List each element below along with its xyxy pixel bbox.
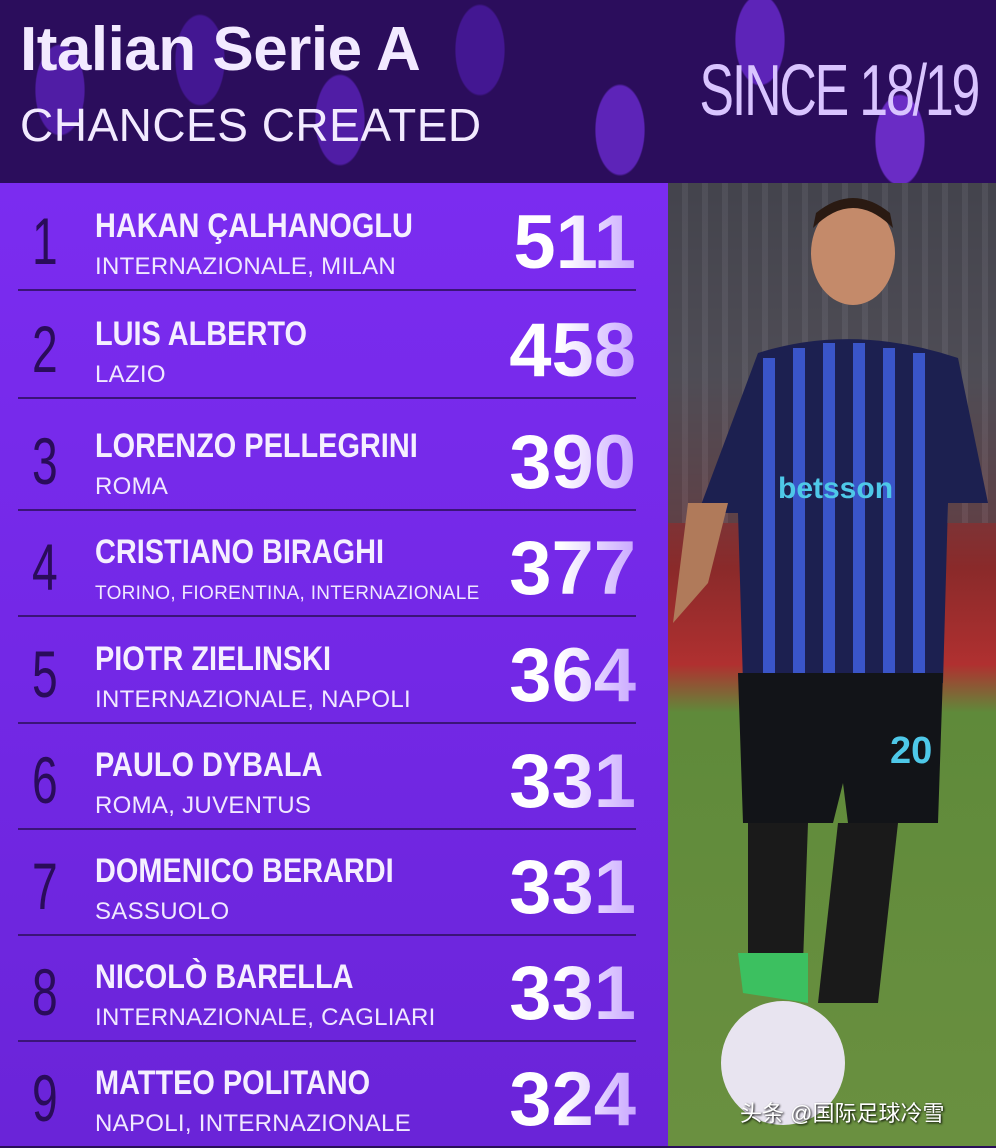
rank-number: 9 [32,1061,58,1135]
player-clubs: LAZIO [95,361,166,388]
chances-value: 458 [509,308,636,393]
rank-number: 8 [32,955,58,1029]
player-name: MATTEO POLITANO [95,1064,371,1102]
player-clubs: SASSUOLO [95,898,230,925]
rank-number: 3 [32,424,58,498]
table-row: 5 PIOTR ZIELINSKI INTERNAZIONALE, NAPOLI… [18,618,636,724]
chances-value: 364 [509,633,636,718]
player-figure: betsson 20 [673,198,988,1125]
table-row: 1 HAKAN ÇALHANOGLU INTERNAZIONALE, MILAN… [18,185,636,291]
header: Italian Serie A CHANCES CREATED SINCE 18… [0,0,996,183]
player-name: LORENZO PELLEGRINI [95,427,418,465]
table-row: 2 LUIS ALBERTO LAZIO 458 [18,293,636,399]
player-shorts [738,673,943,823]
player-name: PIOTR ZIELINSKI [95,640,332,678]
player-clubs: ROMA, JUVENTUS [95,792,312,819]
table-row: 7 DOMENICO BERARDI SASSUOLO 331 [18,830,636,936]
table-row: 6 PAULO DYBALA ROMA, JUVENTUS 331 [18,724,636,830]
player-name: PAULO DYBALA [95,746,323,784]
player-name: CRISTIANO BIRAGHI [95,533,384,571]
page-subtitle: CHANCES CREATED [20,99,482,151]
player-name: LUIS ALBERTO [95,315,307,353]
chances-value: 377 [509,526,636,611]
player-name: NICOLÒ BARELLA [95,958,354,996]
chances-value: 324 [509,1057,636,1142]
rank-number: 7 [32,849,58,923]
player-clubs: NAPOLI, INTERNAZIONALE [95,1110,411,1137]
player-photo: betsson 20 [668,183,996,1146]
player-clubs: INTERNAZIONALE, NAPOLI [95,686,411,713]
player-clubs: ROMA [95,473,169,500]
rank-number: 2 [32,312,58,386]
player-clubs: INTERNAZIONALE, MILAN [95,253,397,280]
header-pattern [0,0,996,183]
shirt-sponsor: betsson [778,472,893,505]
chances-value: 331 [509,845,636,930]
player-name: DOMENICO BERARDI [95,852,394,890]
shirt-number: 20 [890,730,932,772]
rank-number: 4 [32,530,58,604]
ranking-table: 1 HAKAN ÇALHANOGLU INTERNAZIONALE, MILAN… [0,183,668,1146]
chances-value: 390 [509,420,636,505]
table-row: 3 LORENZO PELLEGRINI ROMA 390 [18,405,636,511]
table-row: 8 NICOLÒ BARELLA INTERNAZIONALE, CAGLIAR… [18,936,636,1042]
player-clubs: INTERNAZIONALE, CAGLIARI [95,1004,436,1031]
watermark: 头条 @国际足球冷雪 [740,1101,945,1126]
player-clubs: TORINO, FIORENTINA, INTERNAZIONALE [95,583,480,604]
rank-number: 5 [32,637,58,711]
player-shirt [698,339,988,683]
rank-number: 6 [32,743,58,817]
table-row: 4 CRISTIANO BIRAGHI TORINO, FIORENTINA, … [18,511,636,617]
page-title: Italian Serie A [20,15,421,84]
table-row: 9 MATTEO POLITANO NAPOLI, INTERNAZIONALE… [18,1042,636,1148]
since-label: SINCE 18/19 [699,51,980,131]
football [721,1001,845,1125]
player-head [811,201,895,305]
chances-value: 331 [509,739,636,824]
chances-value: 331 [509,951,636,1036]
rank-number: 1 [32,204,58,278]
player-name: HAKAN ÇALHANOGLU [95,207,413,245]
chances-value: 511 [513,200,636,285]
